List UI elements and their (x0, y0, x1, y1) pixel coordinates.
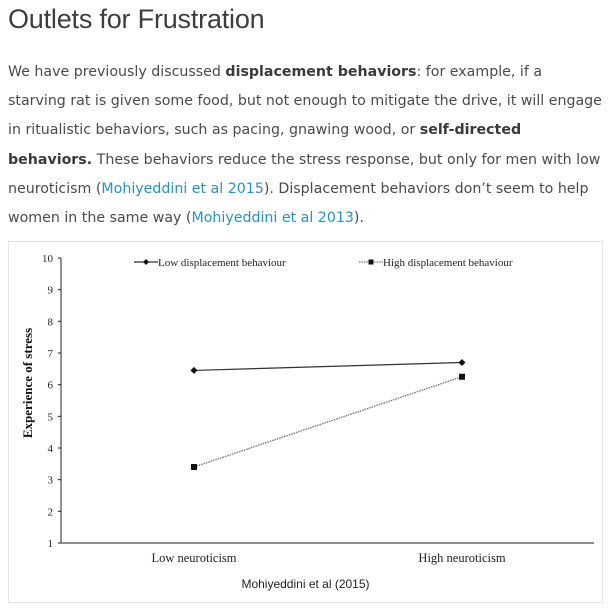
legend-marker-square (368, 259, 374, 265)
y-tick-label: 3 (48, 475, 54, 487)
series-line (193, 361, 463, 372)
x-tick-label: Low neuroticism (151, 551, 236, 565)
y-tick-label: 4 (48, 443, 54, 455)
chart-figure: Experience of stress 1 2 3 4 5 6 7 8 9 10 Low neur… (8, 241, 603, 603)
legend-label: Low displacement behaviour (158, 257, 286, 269)
figure-caption: Mohiyeddini et al (2015) (241, 577, 370, 591)
citation-link-2013[interactable]: Mohiyeddini et al 2013 (191, 210, 354, 227)
intro-paragraph: We have previously discussed displacemen… (8, 58, 604, 233)
paragraph-text: ). Displacement behaviors don’t seem to … (8, 180, 589, 227)
citation-link-2015[interactable]: Mohiyeddini et al 2015 (101, 180, 264, 197)
paragraph-text: These behaviors reduce the stress respon… (8, 151, 601, 197)
bold-term-displacement: displacement behaviors (225, 64, 417, 80)
y-tick-label: 10 (42, 253, 54, 265)
data-point-square (191, 464, 197, 470)
series-line (193, 376, 463, 468)
data-point-diamond (190, 366, 198, 374)
y-tick-label: 7 (48, 348, 54, 360)
y-tick-label: 9 (48, 285, 54, 297)
paragraph-text: : for example, if a starving rat is give… (8, 64, 602, 139)
data-point-square (459, 373, 465, 380)
y-tick-label: 2 (48, 506, 54, 518)
paragraph-text: ). (353, 210, 364, 227)
page-title: Outlets for Frustration (8, 4, 265, 34)
legend-marker-diamond (143, 259, 149, 265)
paragraph-text: We have previously discussed (8, 64, 226, 80)
y-tick-label: 8 (48, 316, 54, 328)
y-tick-label: 6 (48, 380, 54, 392)
line-chart: Experience of stress 1 2 3 4 5 6 7 8 9 10 Low neur… (20, 253, 594, 565)
y-axis-label: Experience of stress (20, 328, 35, 438)
legend-label: High displacement behaviour (383, 257, 513, 269)
data-point-diamond (458, 359, 466, 366)
y-tick-label: 5 (48, 411, 54, 423)
y-tick-label: 1 (48, 538, 54, 550)
bold-term-self-directed: self-directed behaviors. (8, 122, 522, 168)
x-tick-label: High neuroticism (418, 551, 505, 565)
